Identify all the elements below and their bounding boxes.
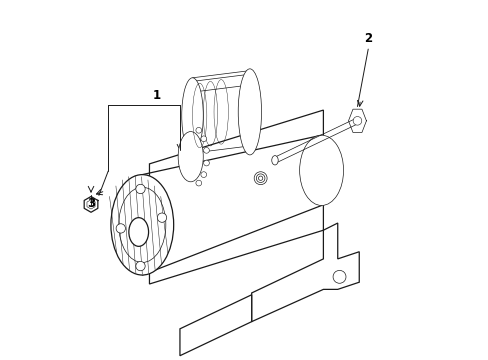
Circle shape xyxy=(116,224,125,233)
Ellipse shape xyxy=(271,156,278,165)
Circle shape xyxy=(196,180,201,186)
Text: 3: 3 xyxy=(87,197,95,210)
Polygon shape xyxy=(251,223,359,321)
Polygon shape xyxy=(180,295,251,356)
Circle shape xyxy=(332,270,346,283)
Polygon shape xyxy=(192,74,249,92)
Ellipse shape xyxy=(111,175,173,275)
Ellipse shape xyxy=(128,218,148,246)
Circle shape xyxy=(352,117,361,125)
Text: 2: 2 xyxy=(364,32,371,45)
Circle shape xyxy=(201,172,206,177)
Circle shape xyxy=(136,184,145,194)
Circle shape xyxy=(136,261,145,271)
Circle shape xyxy=(203,148,209,153)
Circle shape xyxy=(201,136,206,141)
Polygon shape xyxy=(149,110,323,284)
Ellipse shape xyxy=(238,69,261,155)
Text: 1: 1 xyxy=(152,89,161,102)
Circle shape xyxy=(157,213,166,222)
Ellipse shape xyxy=(182,78,203,153)
Ellipse shape xyxy=(299,135,343,206)
Circle shape xyxy=(203,160,209,166)
Circle shape xyxy=(196,127,201,133)
Ellipse shape xyxy=(239,74,260,149)
Ellipse shape xyxy=(178,132,203,182)
